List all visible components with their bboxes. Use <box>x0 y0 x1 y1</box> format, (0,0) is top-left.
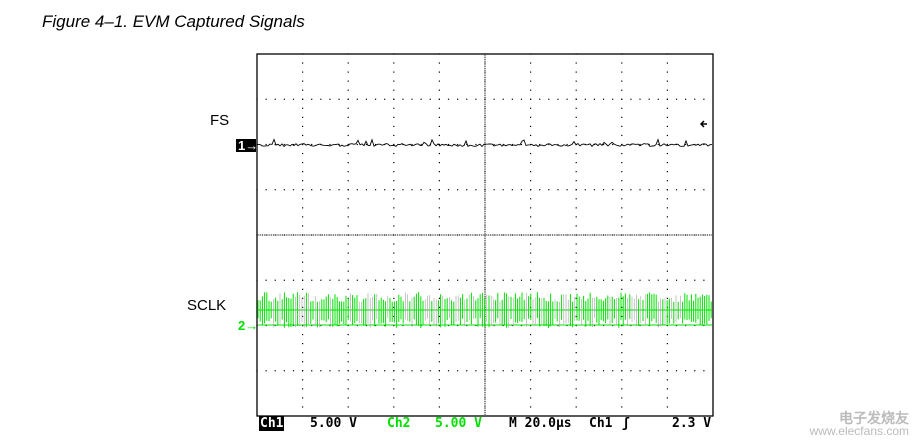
ch2-status: Ch2 <box>387 416 411 431</box>
timebase: M 20.0µs <box>509 416 572 431</box>
trigger-slope-icon: ʃ <box>622 416 630 431</box>
trigger-level: 2.3 V <box>672 416 712 431</box>
sclk-trace <box>257 292 712 328</box>
ch1-scale: 5.00 V <box>310 416 357 431</box>
graticule <box>256 53 714 415</box>
ch1-marker: 1→ <box>238 138 259 153</box>
ch1-marker-bg <box>236 139 256 152</box>
ch2-marker: 2→ <box>238 318 259 333</box>
trigger-level-arrow-icon <box>699 120 707 128</box>
graticule-border <box>256 53 714 417</box>
fs-trace <box>256 138 713 148</box>
watermark: 电子发烧友 www.elecfans.com <box>809 410 909 438</box>
sclk-label: SCLK <box>187 297 227 314</box>
figure-title: Figure 4–1. EVM Captured Signals <box>42 12 305 31</box>
ch2-scale: 5.00 V <box>435 416 482 431</box>
fs-label: FS <box>210 112 230 129</box>
sclk-trace-shadow <box>273 292 681 328</box>
trigger-source: Ch1 <box>589 416 613 431</box>
ch1-status: Ch1 <box>259 416 285 431</box>
